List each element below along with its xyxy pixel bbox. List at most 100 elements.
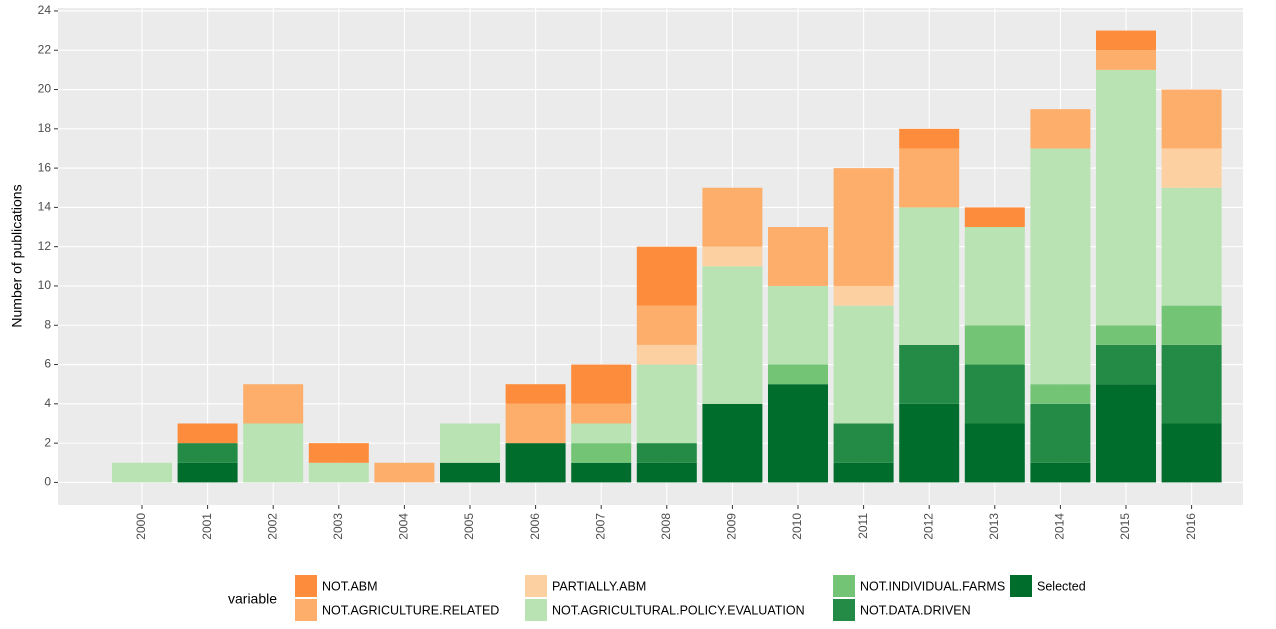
bar-segment xyxy=(1161,305,1222,345)
bar-segment xyxy=(833,305,894,424)
bar-segment xyxy=(1161,148,1222,188)
bar-segment xyxy=(1096,325,1156,345)
x-tick-label: 2005 xyxy=(462,513,476,540)
bar-segment xyxy=(636,462,697,483)
y-tick-label: 12 xyxy=(38,239,52,253)
legend-key xyxy=(1010,575,1032,597)
bar-segment xyxy=(112,462,172,483)
legend: NOT.ABM NOT.AGRICULTURE.RELATED PARTIALLY.… xyxy=(295,575,1086,621)
x-tick-label: 2016 xyxy=(1184,513,1198,540)
bar-segment xyxy=(440,462,500,483)
legend-key xyxy=(833,575,855,597)
bar-segment xyxy=(768,364,828,385)
bar-segment xyxy=(964,207,1025,228)
bar-segment xyxy=(964,423,1025,483)
x-tick-label: 2014 xyxy=(1053,513,1067,540)
y-tick-label: 6 xyxy=(44,357,51,371)
bar-segment xyxy=(899,148,960,208)
bar-segment xyxy=(177,443,238,463)
legend-label: NOT.ABM xyxy=(322,579,378,593)
legend-key xyxy=(525,599,547,621)
bar-segment xyxy=(505,403,566,444)
bar-segment xyxy=(899,403,960,483)
bar-segment xyxy=(571,364,632,404)
y-axis-label: Number of publications xyxy=(9,184,25,327)
legend-label: Selected xyxy=(1037,579,1086,593)
bar-segment xyxy=(833,168,894,286)
legend-label: NOT.AGRICULTURE.RELATED xyxy=(322,603,499,617)
bar-segment xyxy=(768,227,828,286)
bar-segment xyxy=(571,462,632,483)
legend-key xyxy=(295,599,317,621)
bar-segment xyxy=(1030,384,1091,404)
bar-segment xyxy=(308,443,369,463)
bar-segment xyxy=(1030,109,1091,149)
bar-segment xyxy=(768,384,828,483)
bar-segment xyxy=(243,384,304,424)
x-tick-label: 2004 xyxy=(397,513,411,540)
bar-segment xyxy=(1030,403,1091,463)
y-tick-label: 22 xyxy=(38,42,52,56)
bar-segment xyxy=(1096,50,1156,70)
bar-segment xyxy=(636,246,697,306)
bar-segment xyxy=(505,443,566,483)
bar-segment xyxy=(1096,344,1156,385)
x-tick-label: 2000 xyxy=(134,513,148,540)
bar-segment xyxy=(899,344,960,404)
y-tick-label: 4 xyxy=(44,396,51,410)
bar-segment xyxy=(636,344,697,365)
bar-segment xyxy=(768,285,828,365)
x-tick-label: 2015 xyxy=(1118,513,1132,540)
bar-segment xyxy=(1030,462,1091,483)
x-tick-label: 2013 xyxy=(987,513,1001,540)
bar-segment xyxy=(1096,69,1156,326)
bar-segment xyxy=(899,207,960,345)
x-tick-label: 2006 xyxy=(528,513,542,540)
bar-segment xyxy=(833,423,894,463)
bar-segment xyxy=(702,246,763,267)
y-tick-label: 2 xyxy=(44,435,51,449)
legend-key xyxy=(833,599,855,621)
legend-key xyxy=(525,575,547,597)
legend-key xyxy=(295,575,317,597)
legend-label: PARTIALLY.ABM xyxy=(552,579,646,593)
bar-segment xyxy=(1096,30,1156,51)
y-tick-label: 16 xyxy=(38,160,52,174)
bar-segment xyxy=(374,462,435,483)
bar-segment xyxy=(571,423,632,444)
bar-segment xyxy=(1161,187,1222,306)
x-tick-label: 2012 xyxy=(921,513,935,540)
x-tick-label: 2001 xyxy=(200,513,214,540)
y-tick-label: 18 xyxy=(38,121,52,135)
bar-segment xyxy=(1030,148,1091,385)
bar-segment xyxy=(177,462,238,483)
x-tick-label: 2002 xyxy=(265,513,279,540)
bar-segment xyxy=(1161,423,1222,483)
y-tick-label: 20 xyxy=(38,82,52,96)
x-tick-label: 2008 xyxy=(659,513,673,540)
legend-title: variable xyxy=(228,591,277,607)
bar-segment xyxy=(899,128,960,149)
legend-label: NOT.AGRICULTURAL.POLICY.EVALUATION xyxy=(552,603,805,617)
legend-label: NOT.INDIVIDUAL.FARMS xyxy=(860,579,1005,593)
bar-segment xyxy=(505,384,566,404)
bar-segment xyxy=(636,443,697,463)
x-tick-label: 2003 xyxy=(331,513,345,540)
bar-segment xyxy=(702,266,763,404)
bar-segment xyxy=(702,403,763,483)
y-tick-label: 24 xyxy=(38,3,52,17)
bar-segment xyxy=(1161,344,1222,424)
bar-segment xyxy=(964,364,1025,424)
y-tick-label: 14 xyxy=(38,200,52,214)
bar-segment xyxy=(243,423,304,483)
bar-segment xyxy=(702,187,763,247)
legend-label: NOT.DATA.DRIVEN xyxy=(860,603,971,617)
y-tick-label: 8 xyxy=(44,317,51,331)
bar-segment xyxy=(1096,384,1156,483)
x-tick-label: 2011 xyxy=(856,513,870,539)
bar-segment xyxy=(308,462,369,483)
bar-segment xyxy=(177,423,238,444)
y-tick-label: 0 xyxy=(44,475,51,489)
bar-segment xyxy=(1161,89,1222,149)
